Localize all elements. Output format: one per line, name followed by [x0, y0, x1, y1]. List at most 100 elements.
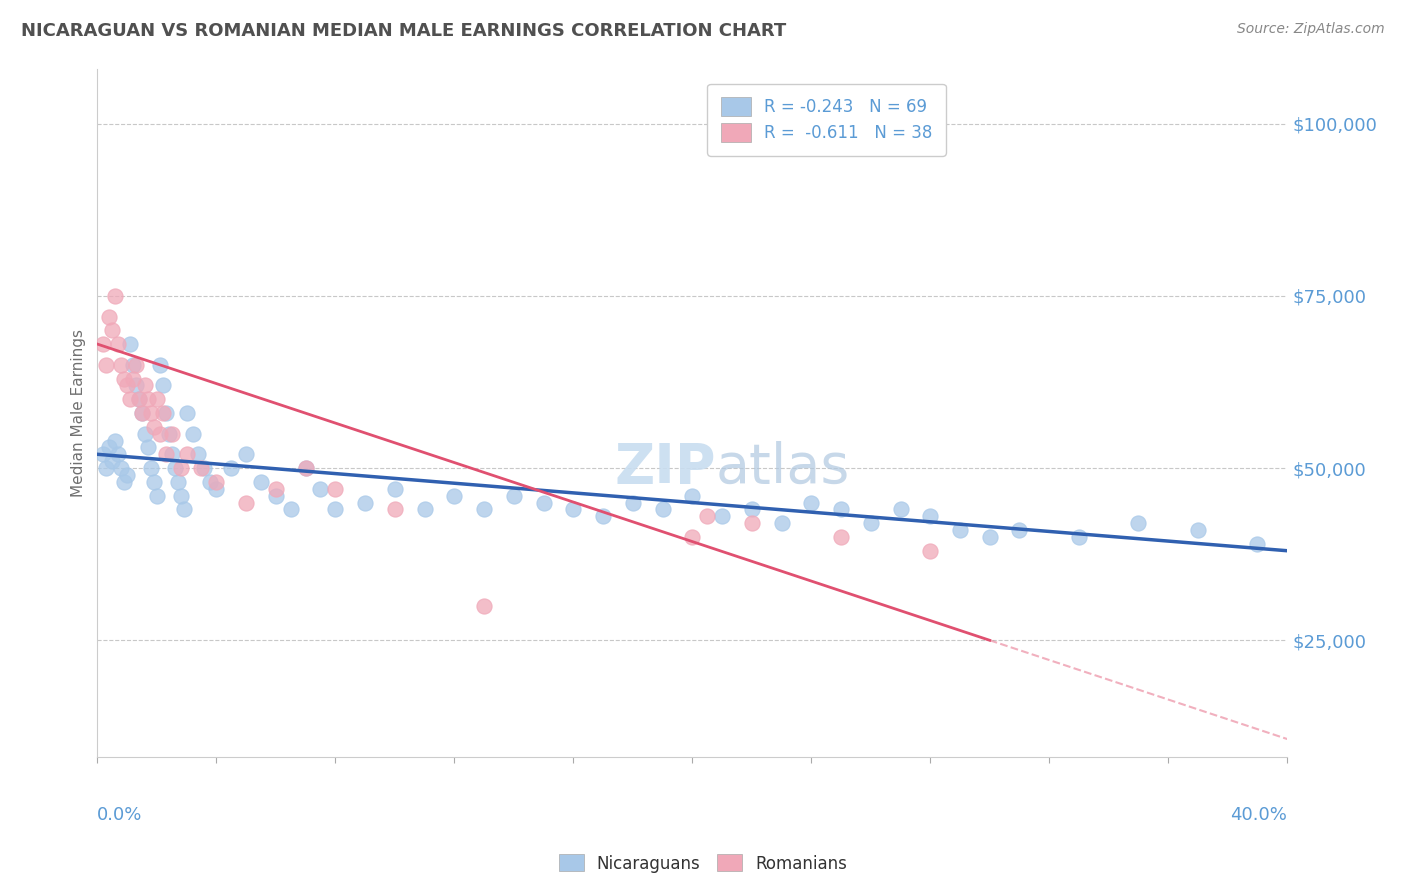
Point: [96, 358, 118, 372]
Point: [122, 358, 145, 372]
Point: [169, 489, 191, 503]
Point: [91, 337, 114, 351]
Point: [120, 392, 142, 407]
Point: [354, 495, 377, 509]
Point: [149, 426, 172, 441]
Point: [384, 502, 406, 516]
Point: [711, 509, 734, 524]
Point: [1008, 523, 1031, 537]
Point: [200, 475, 222, 489]
Text: 40.0%: 40.0%: [1230, 805, 1288, 823]
Point: [139, 406, 162, 420]
Point: [190, 461, 212, 475]
Point: [472, 502, 495, 516]
Point: [264, 489, 287, 503]
Point: [920, 543, 942, 558]
Point: [152, 378, 174, 392]
Point: [91, 447, 114, 461]
Point: [107, 447, 129, 461]
Point: [294, 461, 316, 475]
Point: [142, 419, 165, 434]
Point: [131, 406, 153, 420]
Point: [502, 489, 524, 503]
Point: [136, 441, 159, 455]
Point: [651, 502, 673, 516]
Point: [134, 378, 156, 392]
Point: [443, 489, 465, 503]
Point: [101, 323, 124, 337]
Point: [101, 454, 124, 468]
Point: [173, 502, 195, 516]
Point: [120, 337, 142, 351]
Point: [115, 378, 138, 392]
Point: [1187, 523, 1209, 537]
Point: [176, 447, 198, 461]
Point: [741, 502, 763, 516]
Point: [264, 482, 287, 496]
Point: [169, 461, 191, 475]
Point: [112, 475, 135, 489]
Point: [125, 378, 148, 392]
Point: [176, 406, 198, 420]
Point: [770, 516, 793, 531]
Point: [142, 475, 165, 489]
Point: [323, 502, 346, 516]
Point: [146, 392, 169, 407]
Point: [104, 434, 127, 448]
Point: [131, 406, 153, 420]
Point: [294, 461, 316, 475]
Point: [235, 495, 257, 509]
Point: [115, 467, 138, 482]
Point: [152, 406, 174, 420]
Point: [830, 530, 852, 544]
Point: [160, 426, 183, 441]
Point: [681, 489, 703, 503]
Point: [187, 447, 209, 461]
Text: Source: ZipAtlas.com: Source: ZipAtlas.com: [1237, 22, 1385, 37]
Point: [681, 530, 703, 544]
Point: [384, 482, 406, 496]
Point: [155, 406, 177, 420]
Point: [235, 447, 257, 461]
Point: [413, 502, 436, 516]
Point: [949, 523, 972, 537]
Point: [1128, 516, 1150, 531]
Point: [621, 495, 644, 509]
Point: [136, 392, 159, 407]
Point: [562, 502, 585, 516]
Point: [110, 358, 132, 372]
Point: [889, 502, 911, 516]
Point: [122, 371, 145, 385]
Point: [592, 509, 614, 524]
Point: [160, 447, 183, 461]
Point: [193, 461, 215, 475]
Text: 0.0%: 0.0%: [97, 805, 143, 823]
Point: [104, 289, 127, 303]
Point: [1067, 530, 1090, 544]
Point: [979, 530, 1001, 544]
Point: [741, 516, 763, 531]
Point: [110, 461, 132, 475]
Point: [472, 599, 495, 613]
Point: [250, 475, 273, 489]
Point: [696, 509, 718, 524]
Point: [533, 495, 555, 509]
Point: [125, 358, 148, 372]
Point: [166, 475, 188, 489]
Point: [205, 482, 228, 496]
Point: [139, 461, 162, 475]
Point: [1246, 537, 1268, 551]
Legend: R = -0.243   N = 69, R =  -0.611   N = 38: R = -0.243 N = 69, R = -0.611 N = 38: [707, 84, 946, 155]
Y-axis label: Median Male Earnings: Median Male Earnings: [72, 329, 86, 497]
Point: [157, 426, 180, 441]
Point: [323, 482, 346, 496]
Point: [134, 426, 156, 441]
Text: ZIP: ZIP: [614, 441, 716, 495]
Point: [830, 502, 852, 516]
Point: [920, 509, 942, 524]
Text: atlas: atlas: [716, 441, 851, 495]
Point: [98, 441, 121, 455]
Point: [309, 482, 332, 496]
Point: [149, 358, 172, 372]
Point: [96, 461, 118, 475]
